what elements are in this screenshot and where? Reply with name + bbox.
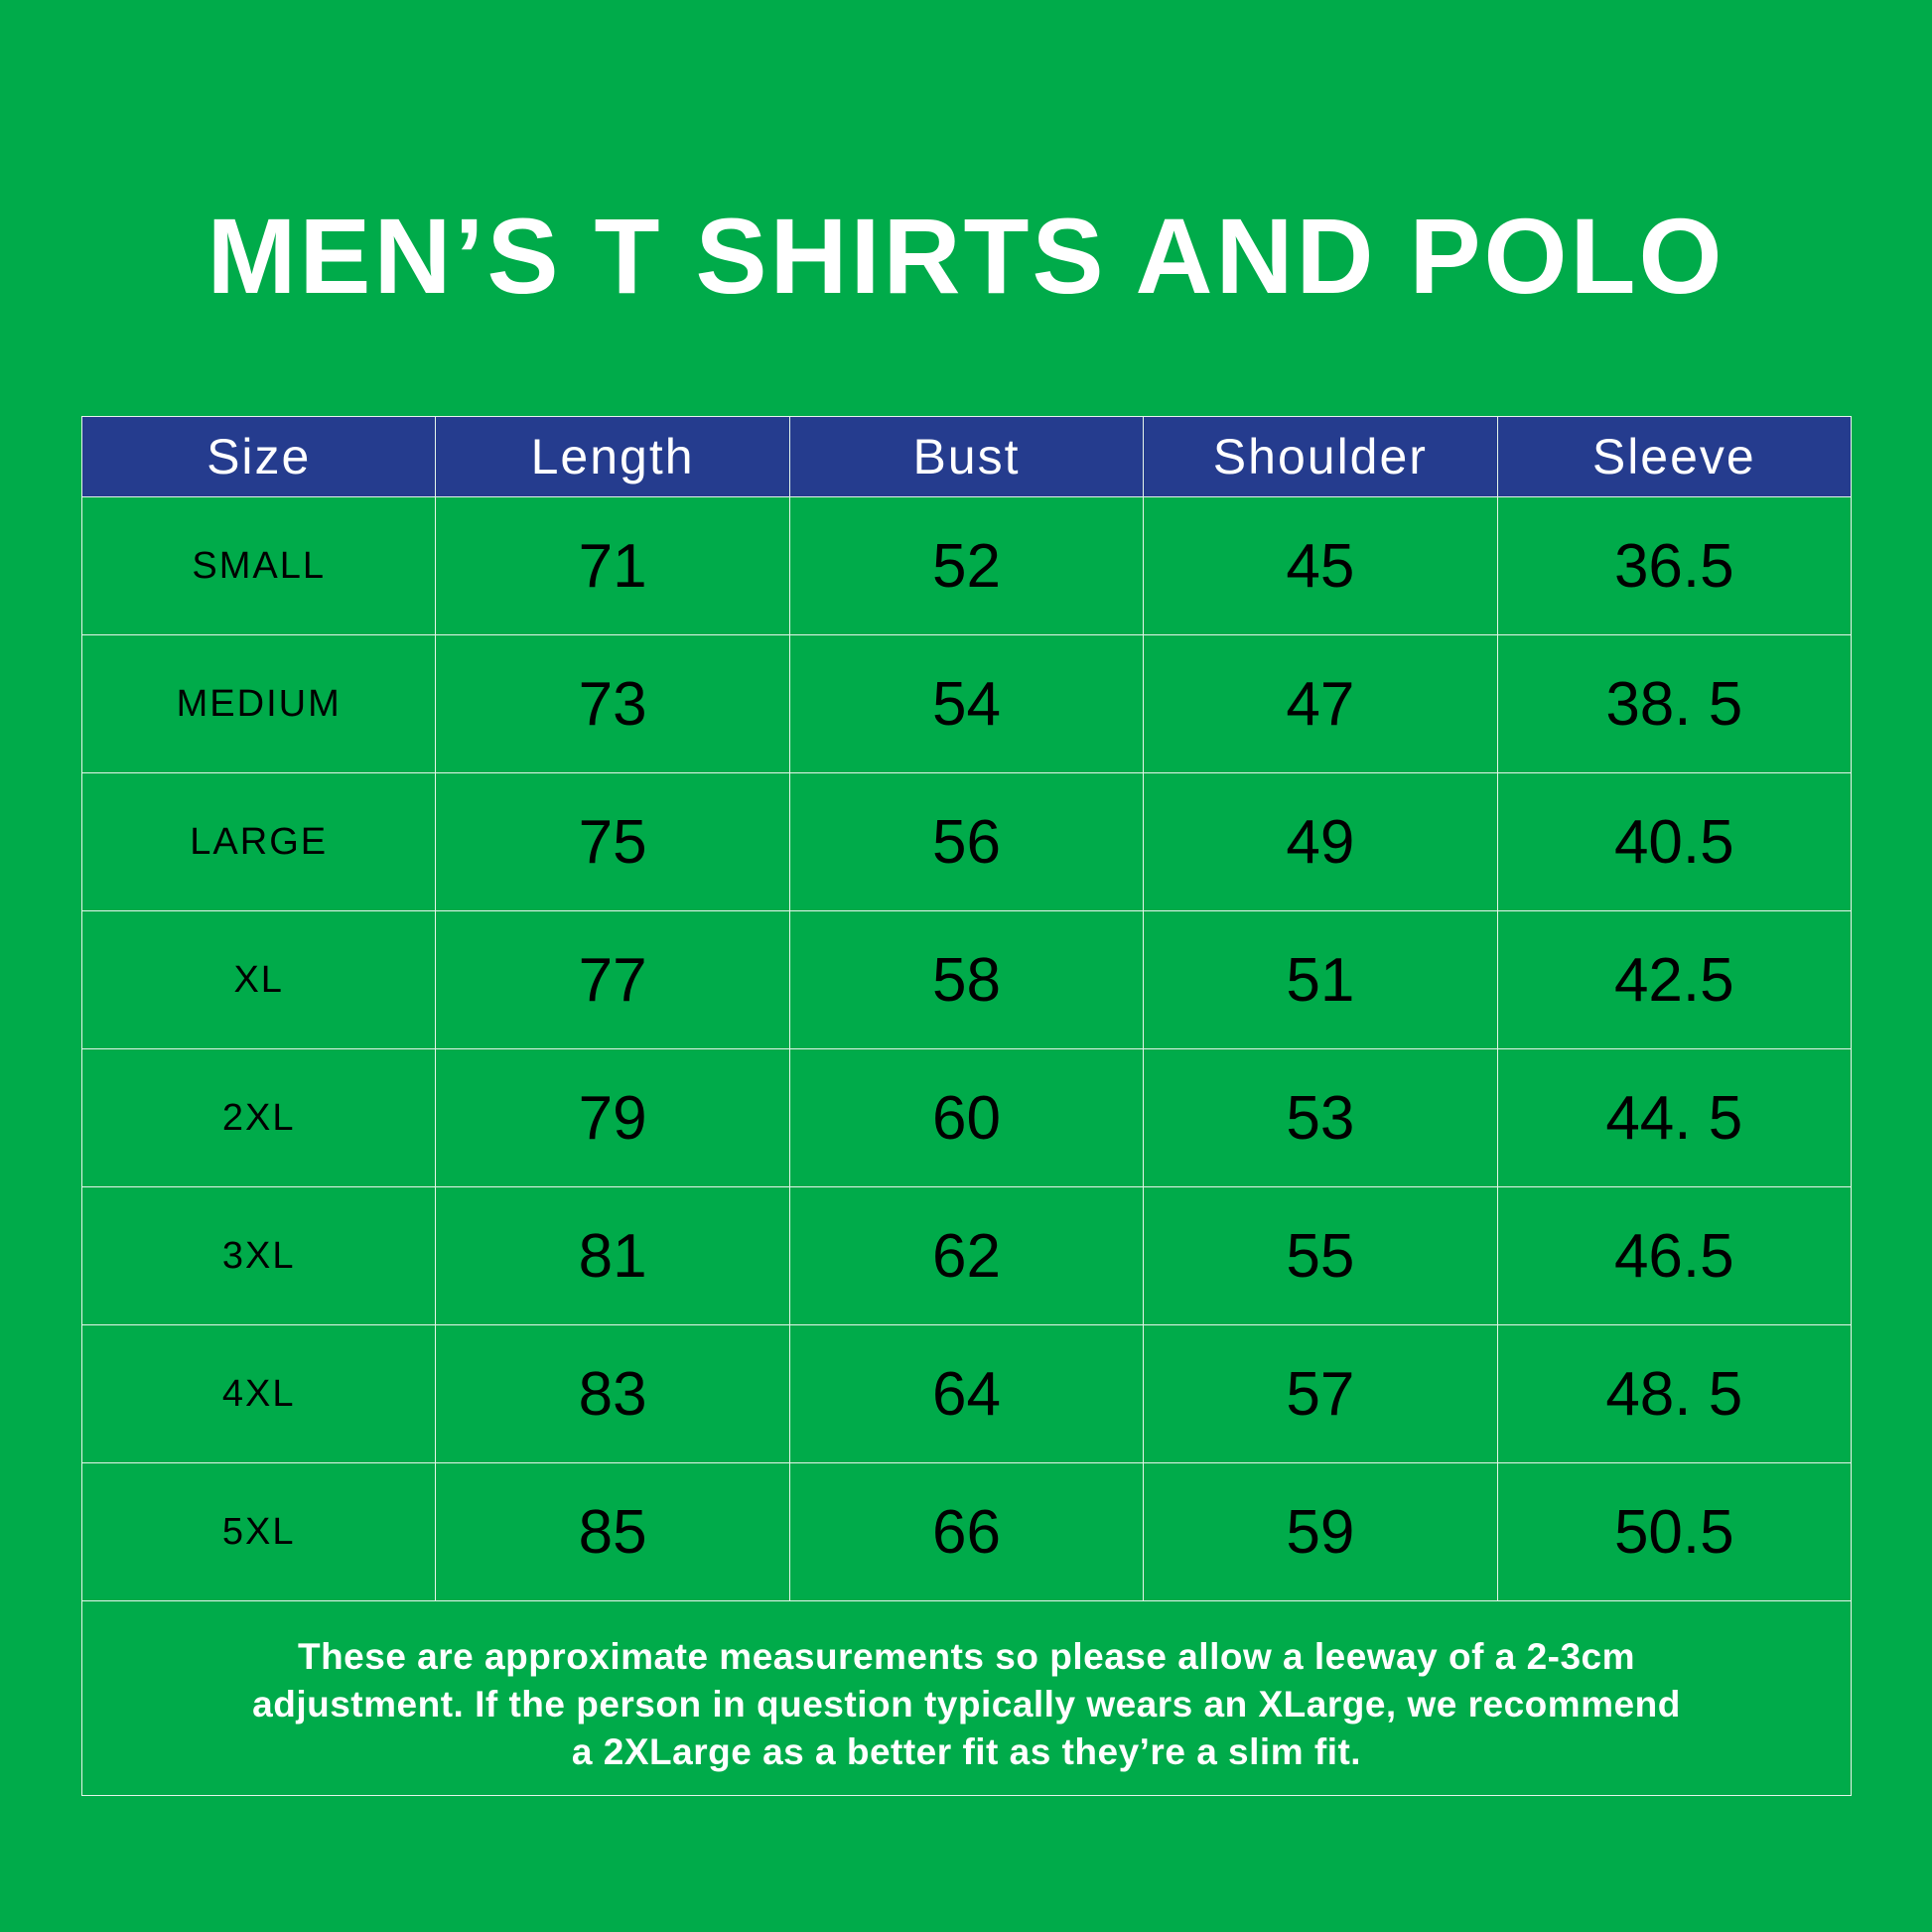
measurement: 56: [788, 772, 1145, 911]
measurement: 58: [788, 910, 1145, 1049]
measurement: 81: [435, 1186, 790, 1325]
measurement: 45: [1143, 496, 1498, 635]
size-label: 5XL: [81, 1462, 437, 1601]
measurement: 71: [435, 496, 790, 635]
note-line: a 2XLarge as a better fit as they’re a s…: [571, 1731, 1362, 1772]
measurement: 40.5: [1496, 772, 1852, 911]
header-cell: Shoulder: [1143, 416, 1498, 497]
size-label: 3XL: [81, 1186, 437, 1325]
size-label: 2XL: [81, 1048, 437, 1187]
header-cell: Size: [81, 416, 437, 497]
measurement: 57: [1143, 1324, 1498, 1463]
measurement: 64: [788, 1324, 1145, 1463]
measurement: 36.5: [1496, 496, 1852, 635]
measurement: 79: [435, 1048, 790, 1187]
measurement: 59: [1143, 1462, 1498, 1601]
measurement: 50.5: [1496, 1462, 1852, 1601]
header-cell: Sleeve: [1496, 416, 1852, 497]
note-line: These are approximate measurements so pl…: [297, 1636, 1636, 1677]
measurement: 53: [1143, 1048, 1498, 1187]
measurement: 52: [788, 496, 1145, 635]
size-label: LARGE: [81, 772, 437, 911]
measurement: 85: [435, 1462, 790, 1601]
measurement: 38. 5: [1496, 634, 1852, 773]
note-line: adjustment. If the person in question ty…: [252, 1684, 1681, 1725]
note: These are approximate measurements so pl…: [81, 1600, 1852, 1796]
measurement: 51: [1143, 910, 1498, 1049]
measurement: 62: [788, 1186, 1145, 1325]
header-cell: Bust: [788, 416, 1145, 497]
measurement: 83: [435, 1324, 790, 1463]
title: MEN’S T SHIRTS AND POLO: [207, 196, 1725, 316]
header-cell: Length: [435, 416, 790, 497]
size-label: 4XL: [81, 1324, 437, 1463]
measurement: 46.5: [1496, 1186, 1852, 1325]
size-label: SMALL: [81, 496, 437, 635]
measurement: 55: [1143, 1186, 1498, 1325]
measurement: 66: [788, 1462, 1145, 1601]
measurement: 75: [435, 772, 790, 911]
measurement: 73: [435, 634, 790, 773]
measurement: 44. 5: [1496, 1048, 1852, 1187]
measurement: 42.5: [1496, 910, 1852, 1049]
size-label: MEDIUM: [81, 634, 437, 773]
measurement: 47: [1143, 634, 1498, 773]
measurement: 77: [435, 910, 790, 1049]
measurement: 49: [1143, 772, 1498, 911]
size-label: XL: [81, 910, 437, 1049]
measurement: 48. 5: [1496, 1324, 1852, 1463]
measurement: 60: [788, 1048, 1145, 1187]
measurement: 54: [788, 634, 1145, 773]
